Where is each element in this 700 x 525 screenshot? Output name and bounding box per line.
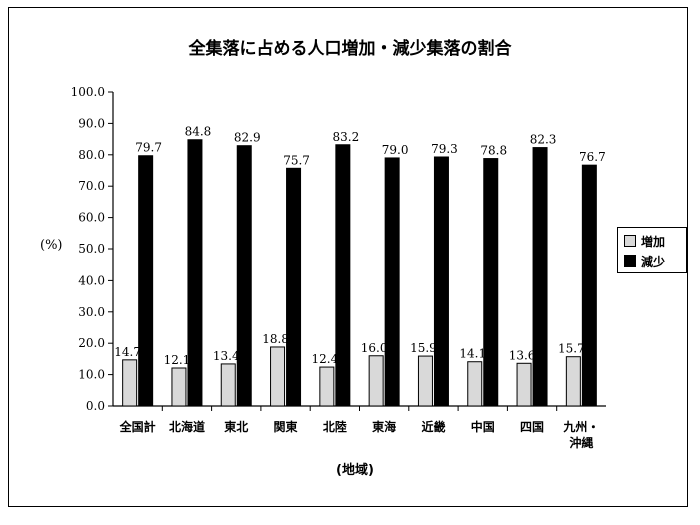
data-label-increase: 12.4	[311, 352, 338, 366]
y-tick-label: 40.0	[78, 273, 105, 287]
data-label-decrease: 82.9	[234, 131, 261, 145]
data-label-decrease: 79.0	[382, 143, 409, 157]
legend-item-decrease: 減少	[624, 252, 665, 270]
data-labels: 14.7 79.7 12.1 84.8 13.4 82.9 18.8 75.7 12.4 83.2…	[114, 125, 605, 367]
y-tick-label: 100.0	[71, 85, 105, 99]
x-tick-label: 関東	[274, 419, 298, 434]
bar-decrease	[581, 164, 597, 407]
data-label-increase: 13.4	[213, 349, 240, 363]
x-tick-label: 中国	[471, 419, 495, 434]
data-label-decrease: 75.7	[283, 153, 310, 167]
x-tick-label-line: 関東	[274, 419, 298, 434]
y-tick-label: 60.0	[78, 211, 105, 225]
y-ticks: 0.0 10.0 20.0 30.0 40.0 50.0 60.0 70.0 80.0 90.0 1…	[71, 85, 113, 413]
y-axis-label: (%)	[40, 238, 63, 253]
data-label-decrease: 76.7	[579, 150, 606, 164]
x-tick-label-line: 東海	[372, 419, 396, 434]
y-tick-label: 0.0	[86, 399, 105, 413]
y-tick-label: 80.0	[78, 148, 105, 162]
y-tick-label: 10.0	[78, 368, 105, 382]
bar-increase	[270, 346, 286, 407]
bar-increase	[417, 355, 433, 407]
bar-increase	[171, 367, 187, 407]
x-tick-label: 近畿	[421, 419, 445, 434]
legend-swatch-increase	[624, 235, 636, 247]
bar-increase	[516, 362, 532, 407]
bar-decrease	[236, 145, 252, 407]
data-label-decrease: 79.7	[135, 141, 162, 155]
y-tick-label: 70.0	[78, 179, 105, 193]
x-tick-label: 北海道	[169, 419, 205, 434]
data-label-decrease: 82.3	[530, 133, 557, 147]
bar-decrease	[187, 139, 203, 407]
bar-increase	[368, 355, 384, 407]
bar-decrease	[532, 147, 548, 407]
data-label-increase: 18.8	[262, 332, 289, 346]
bar-increase	[467, 361, 483, 407]
data-label-increase: 13.6	[509, 348, 536, 362]
x-tick-label: 東北	[224, 419, 248, 434]
data-label-increase: 15.9	[410, 341, 437, 355]
bar-decrease	[335, 144, 351, 407]
data-label-increase: 12.1	[164, 353, 191, 367]
bar-increase	[220, 363, 236, 407]
y-tick-label: 30.0	[78, 305, 105, 319]
bar-decrease	[384, 157, 400, 407]
bar-decrease	[483, 158, 499, 407]
x-tick-label: 全国計	[119, 419, 156, 434]
x-tick-label-line: 四国	[520, 420, 544, 434]
bars	[122, 139, 597, 407]
x-tick-label-line: 近畿	[421, 419, 445, 434]
x-tick-label: 北陸	[323, 419, 347, 434]
x-axis-label: (地域)	[336, 463, 374, 478]
chart-frame	[8, 7, 688, 507]
x-tick-label-line: 北陸	[323, 419, 347, 434]
x-ticks: 全国計 北海道 東北 関東 北陸 東海 近畿 中国 四国 九州・沖縄	[119, 419, 600, 450]
y-tick-label: 90.0	[78, 116, 105, 130]
x-tick-label-line: 中国	[471, 419, 495, 434]
bar-increase	[122, 359, 138, 407]
x-tick-label-line: 沖縄	[569, 435, 593, 450]
x-tick-label-line: 九州・	[562, 419, 599, 434]
x-tick-label-line: 全国計	[119, 419, 156, 434]
legend-swatch-decrease	[624, 255, 636, 267]
x-tick-label-line: 東北	[224, 419, 248, 434]
x-tick-label-line: 北海道	[169, 419, 205, 434]
y-tick-label: 50.0	[78, 242, 105, 256]
bar-increase	[319, 366, 335, 407]
data-label-decrease: 79.3	[431, 142, 458, 156]
y-tick-label: 20.0	[78, 336, 105, 350]
legend-label-increase: 増加	[641, 234, 666, 249]
data-label-decrease: 78.8	[480, 144, 507, 158]
data-label-increase: 14.7	[114, 345, 141, 359]
x-tick-label: 九州・沖縄	[562, 419, 599, 450]
chart-title: 全集落に占める人口増加・減少集落の割合	[188, 39, 512, 59]
x-tick-label: 東海	[372, 419, 396, 434]
bar-increase	[565, 356, 581, 407]
data-label-decrease: 83.2	[332, 130, 359, 144]
data-label-increase: 14.1	[459, 347, 486, 361]
bar-decrease	[286, 167, 302, 407]
legend-label-decrease: 減少	[641, 254, 666, 269]
bar-decrease	[138, 155, 154, 407]
data-label-decrease: 84.8	[185, 125, 212, 139]
data-label-increase: 16.0	[361, 341, 388, 355]
data-label-increase: 15.7	[558, 342, 585, 356]
legend: 増加 減少	[617, 227, 687, 273]
legend-item-increase: 増加	[624, 232, 665, 250]
x-tick-label: 四国	[520, 420, 544, 434]
bar-decrease	[433, 156, 449, 407]
